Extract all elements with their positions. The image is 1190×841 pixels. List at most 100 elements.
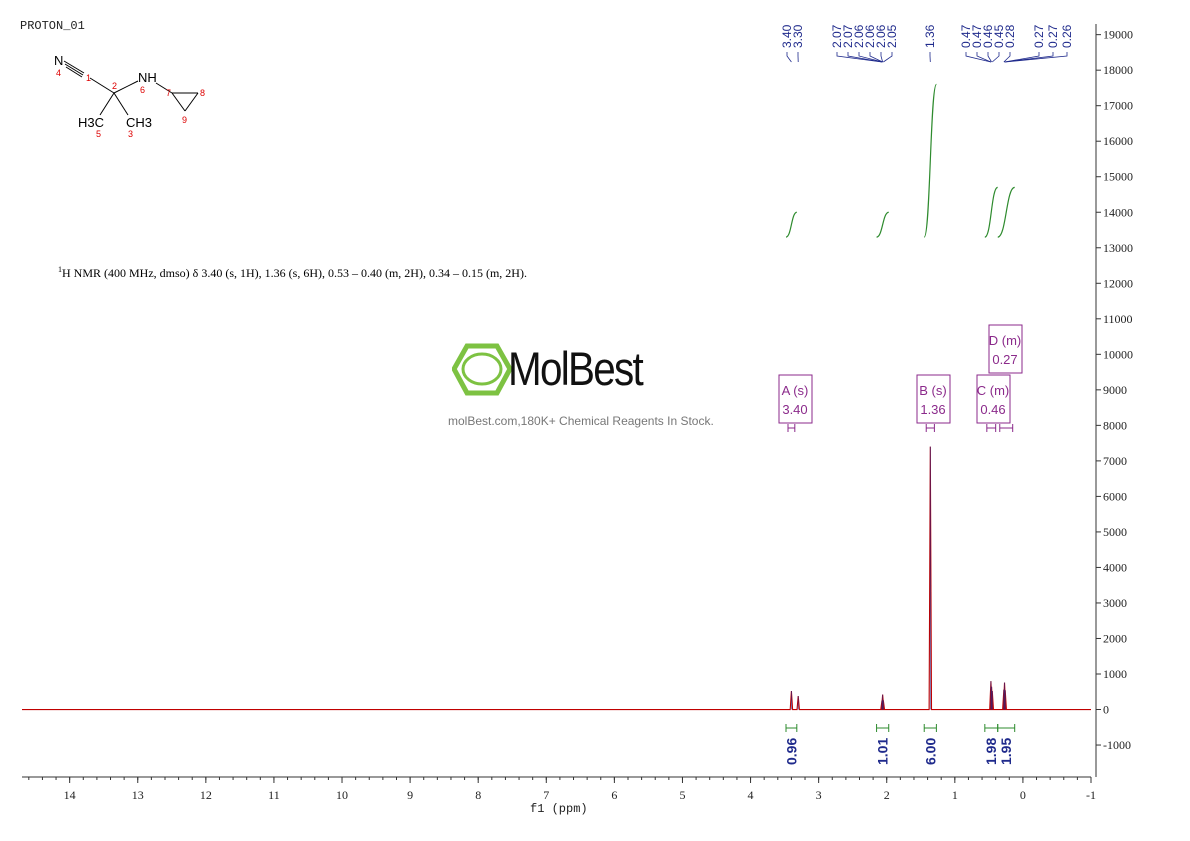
atom-number: 5 bbox=[96, 129, 101, 139]
peak-label: 0.27 bbox=[1032, 24, 1046, 48]
y-tick-label: 9000 bbox=[1103, 383, 1127, 397]
atom-number: 1 bbox=[86, 73, 91, 83]
atom-number: 4 bbox=[56, 68, 61, 78]
peak-label: 0.27 bbox=[1046, 24, 1060, 48]
spectrum-name: PROTON_01 bbox=[20, 19, 85, 33]
bond-c1-c2 bbox=[89, 77, 115, 94]
x-tick-label: 13 bbox=[132, 788, 144, 802]
y-tick-label: 18000 bbox=[1103, 63, 1133, 77]
integral-value: 6.00 bbox=[922, 738, 938, 765]
peak-label-connector bbox=[1005, 52, 1068, 63]
x-tick-label: 10 bbox=[336, 788, 348, 802]
y-tick-label: 1000 bbox=[1103, 667, 1127, 681]
y-tick-label: 15000 bbox=[1103, 170, 1133, 184]
x-tick-label: 6 bbox=[611, 788, 617, 802]
peak-label-connector bbox=[880, 52, 884, 63]
x-tick-label: 8 bbox=[475, 788, 481, 802]
peak-label-connector bbox=[1004, 52, 1040, 63]
bond-c2-n6 bbox=[113, 80, 139, 94]
integral-value: 1.01 bbox=[875, 738, 891, 765]
multiplet-name: D (m) bbox=[989, 333, 1022, 348]
peak-label: 0.47 bbox=[959, 24, 973, 48]
peak-label: 2.06 bbox=[852, 24, 866, 48]
peak-label-connector bbox=[976, 52, 992, 63]
y-tick-label: 5000 bbox=[1103, 525, 1127, 539]
y-tick-label: 2000 bbox=[1103, 631, 1127, 645]
x-tick-label: 0 bbox=[1020, 788, 1026, 802]
y-tick-label: 11000 bbox=[1103, 312, 1133, 326]
multiplet-box bbox=[976, 374, 1011, 424]
x-tick-label: 14 bbox=[64, 788, 76, 802]
x-tick-label: 3 bbox=[816, 788, 822, 802]
peak-label-connector bbox=[965, 52, 992, 63]
y-tick-label: 3000 bbox=[1103, 596, 1127, 610]
nmr-superscript: 1 bbox=[58, 265, 62, 274]
atom-number: 3 bbox=[128, 129, 133, 139]
y-tick-label: 17000 bbox=[1103, 99, 1133, 113]
peak-label: 1.36 bbox=[923, 24, 937, 48]
atom-number: 8 bbox=[200, 88, 205, 98]
integral-curve bbox=[984, 186, 999, 238]
integral-curve bbox=[785, 211, 798, 238]
atom-label: N bbox=[54, 53, 63, 68]
x-tick-label: 7 bbox=[543, 788, 549, 802]
integral-curve bbox=[997, 186, 1016, 238]
peak-label: 2.06 bbox=[874, 24, 888, 48]
bond-c2-c3 bbox=[113, 92, 129, 116]
peak-label-connector bbox=[992, 52, 1000, 63]
peak-label-connector bbox=[858, 52, 883, 63]
ring-bond-8-9 bbox=[184, 92, 199, 112]
benzene-logo-icon bbox=[452, 343, 512, 396]
peak-label-connector bbox=[847, 52, 883, 63]
nmr-description-text: H NMR (400 MHz, dmso) δ 3.40 (s, 1H), 1.… bbox=[62, 266, 527, 280]
multiplet-box bbox=[916, 374, 951, 424]
integral-value: 0.96 bbox=[783, 738, 799, 765]
y-tick-label: 13000 bbox=[1103, 241, 1133, 255]
nmr-description: 1H NMR (400 MHz, dmso) δ 3.40 (s, 1H), 1… bbox=[58, 265, 527, 281]
multiplet-name: A (s) bbox=[782, 383, 809, 398]
peak-label: 0.47 bbox=[970, 24, 984, 48]
x-tick-label: -1 bbox=[1086, 788, 1096, 802]
multiplet-shift: 0.27 bbox=[992, 352, 1017, 367]
y-tick-label: -1000 bbox=[1103, 738, 1131, 752]
peak-label-connector bbox=[1004, 52, 1054, 63]
multiplet-shift: 3.40 bbox=[782, 402, 807, 417]
atom-number: 9 bbox=[182, 115, 187, 125]
peak-label: 2.07 bbox=[841, 24, 855, 48]
x-tick-label: 1 bbox=[952, 788, 958, 802]
nitrile-triple-bond-a bbox=[63, 60, 85, 74]
x-tick-label: 11 bbox=[268, 788, 280, 802]
ring-bond-7-9 bbox=[171, 92, 186, 112]
peak-label: 3.40 bbox=[780, 24, 794, 48]
integral-value: 1.98 bbox=[983, 738, 999, 765]
x-tick-label: 12 bbox=[200, 788, 212, 802]
y-tick-label: 4000 bbox=[1103, 560, 1127, 574]
multiplet-box bbox=[778, 374, 813, 424]
atom-number: 6 bbox=[140, 85, 145, 95]
multiplet-box bbox=[988, 324, 1023, 374]
peak-label: 0.45 bbox=[992, 24, 1006, 48]
y-tick-label: 8000 bbox=[1103, 418, 1127, 432]
y-tick-label: 16000 bbox=[1103, 134, 1133, 148]
integral-value: 1.95 bbox=[998, 738, 1014, 765]
x-tick-label: 5 bbox=[679, 788, 685, 802]
peak-label-connector bbox=[786, 52, 792, 63]
y-tick-label: 7000 bbox=[1103, 454, 1127, 468]
x-axis-label: f1 (ppm) bbox=[530, 802, 588, 816]
nitrile-triple-bond-b bbox=[64, 63, 84, 76]
y-tick-label: 6000 bbox=[1103, 489, 1127, 503]
peak-label: 0.46 bbox=[981, 24, 995, 48]
watermark-brand: MolBest bbox=[508, 342, 644, 395]
y-tick-label: 10000 bbox=[1103, 347, 1133, 361]
atom-label: H3C bbox=[78, 115, 104, 130]
multiplet-name: B (s) bbox=[919, 383, 946, 398]
x-tick-label: 4 bbox=[748, 788, 754, 802]
peak-label: 2.05 bbox=[885, 24, 899, 48]
multiplet-name: C (m) bbox=[977, 383, 1010, 398]
peak-label: 2.07 bbox=[830, 24, 844, 48]
x-tick-label: 9 bbox=[407, 788, 413, 802]
peak-label: 2.06 bbox=[863, 24, 877, 48]
molecule-structure: N 4 1 2 NH 6 7 8 9 H3C 5 CH3 3 bbox=[54, 53, 205, 139]
multiplet-shift: 1.36 bbox=[920, 402, 945, 417]
